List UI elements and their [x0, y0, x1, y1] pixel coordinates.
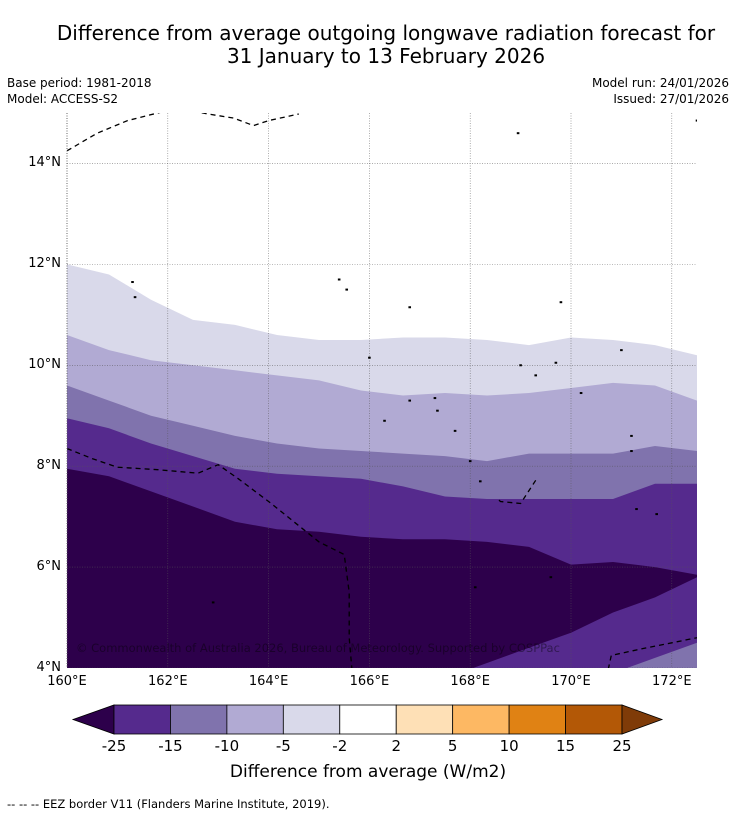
- colorbar-tick: -2: [332, 737, 348, 755]
- colorbar-segment: [508, 704, 566, 735]
- island-marker: [473, 586, 477, 589]
- island-marker: [436, 409, 439, 412]
- title-line-1: Difference from average outgoing longwav…: [56, 21, 716, 45]
- island-marker: [516, 132, 520, 135]
- colorbar-segment: [565, 704, 623, 735]
- colorbar-tick: -25: [101, 737, 127, 755]
- colorbar-tick: -10: [214, 737, 240, 755]
- issued-date: Issued: 27/01/2026: [613, 92, 729, 106]
- lat-label: 8°N: [36, 458, 62, 474]
- colorbar-segment: [226, 704, 284, 735]
- island-marker: [579, 392, 583, 395]
- colorbar-segment: [339, 704, 397, 735]
- eez-border-0: [67, 113, 299, 152]
- eez-legend: -- -- -- EEZ border V11 (Flanders Marine…: [7, 797, 330, 811]
- island-marker: [554, 361, 558, 364]
- lon-label: 160°E: [47, 674, 87, 689]
- eez-border-2: [497, 479, 537, 505]
- lon-label: 164°E: [248, 674, 289, 689]
- island-marker: [211, 601, 215, 604]
- colorbar-segment: [282, 704, 341, 735]
- lon-label: 166°E: [349, 674, 390, 689]
- island-marker: [620, 349, 623, 352]
- contour-band-5: [473, 577, 697, 668]
- eez-border-3: [607, 637, 697, 668]
- contour-band-4: [67, 468, 697, 668]
- island-marker: [519, 364, 522, 367]
- chart-title: Difference from average outgoing longwav…: [0, 22, 736, 68]
- lat-label: 12°N: [28, 256, 61, 272]
- island-marker: [433, 397, 437, 400]
- island-marker: [133, 296, 137, 299]
- colorbar-tick: -5: [275, 737, 291, 755]
- colorbar-segment: [113, 704, 171, 735]
- lon-label: 162°E: [148, 674, 188, 689]
- contour-band-6: [626, 642, 697, 668]
- eez-border-1: [67, 447, 353, 668]
- colorbar-extend-high: [621, 704, 664, 735]
- island-marker: [453, 429, 457, 432]
- colorbar-tick: 10: [499, 737, 519, 755]
- map-layers: [67, 113, 697, 668]
- island-marker: [408, 306, 412, 309]
- island-marker: [630, 434, 633, 437]
- island-marker: [534, 374, 538, 377]
- lat-label: 4°N: [36, 660, 62, 675]
- title-line-2: 31 January to 13 February 2026: [226, 44, 546, 68]
- island-marker: [337, 278, 341, 281]
- meta-left: Base period: 1981-2018 Model: ACCESS-S2: [7, 75, 152, 107]
- island-marker: [549, 576, 553, 579]
- colorbar-label: Difference from average (W/m2): [229, 762, 507, 782]
- colorbar-segment: [452, 704, 510, 735]
- colorbar-extend-low: [71, 704, 115, 735]
- island-marker: [345, 288, 349, 291]
- model-name: Model: ACCESS-S2: [7, 92, 119, 106]
- colorbar-tick: 25: [612, 737, 632, 755]
- meta-right: Model run: 24/01/2026 Issued: 27/01/2026: [592, 75, 729, 107]
- model-run: Model run: 24/01/2026: [591, 76, 729, 90]
- island-marker: [383, 419, 386, 422]
- lat-label: 14°N: [28, 155, 61, 171]
- copyright-notice: © Commonwealth of Australia 2026, Bureau…: [76, 641, 560, 655]
- island-marker: [478, 480, 482, 483]
- lat-label: 6°N: [36, 559, 62, 575]
- lon-label: 168°E: [450, 674, 490, 689]
- island-marker: [368, 356, 371, 359]
- base-period: Base period: 1981-2018: [7, 76, 152, 90]
- lon-label: 172°E: [652, 674, 692, 689]
- lat-label: 10°N: [28, 357, 61, 373]
- island-marker: [468, 460, 472, 463]
- island-marker: [695, 119, 697, 122]
- island-marker: [635, 508, 638, 511]
- island-marker: [630, 450, 633, 453]
- colorbar-tick: -15: [158, 737, 183, 755]
- colorbar-tick: 2: [391, 737, 401, 755]
- colorbar-tick: 5: [447, 737, 458, 755]
- colorbar-segment: [170, 704, 228, 735]
- island-marker: [408, 399, 412, 402]
- colorbar-segment: [395, 704, 454, 735]
- island-marker: [131, 281, 134, 284]
- island-marker: [559, 301, 563, 304]
- lon-label: 170°E: [551, 674, 591, 689]
- colorbar-tick: 15: [556, 737, 576, 755]
- island-marker: [655, 513, 658, 516]
- forecast-map: [66, 113, 697, 668]
